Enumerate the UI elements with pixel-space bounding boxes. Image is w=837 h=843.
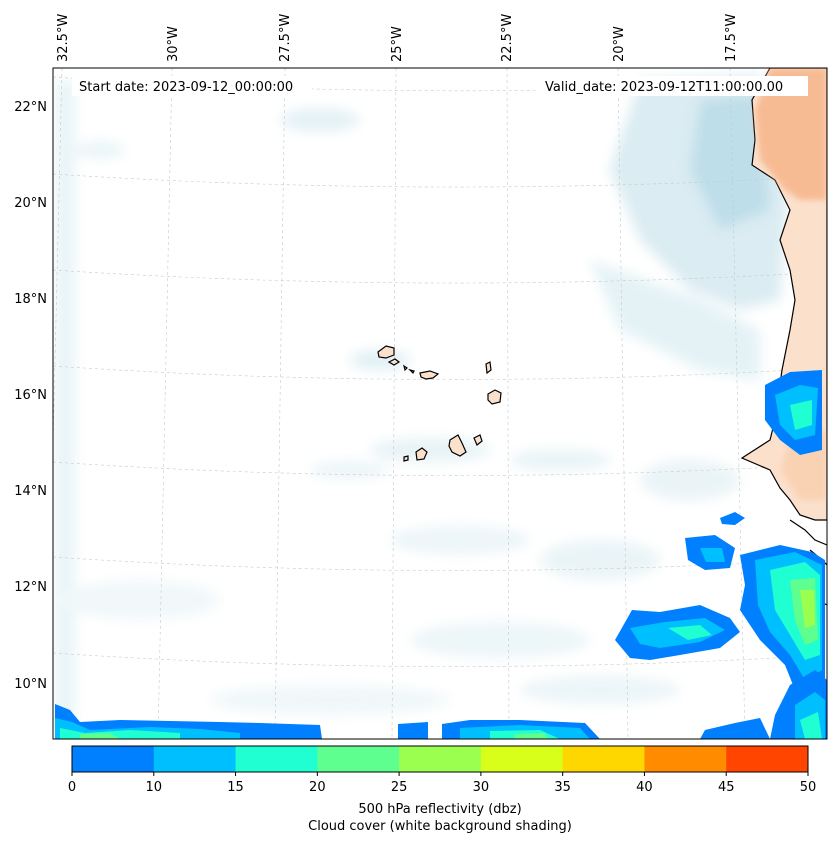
lon-label: 17.5°W <box>724 14 739 62</box>
valid-date-label: Valid_date: 2023-09-12T11:00:00.00 <box>545 80 783 95</box>
lat-label: 16°N <box>14 388 47 403</box>
colorbar-tick-label: 45 <box>718 780 735 795</box>
colorbar-segment <box>235 746 318 772</box>
colorbar-tick-label: 15 <box>227 780 244 795</box>
header-boxes: Start date: 2023-09-12_00:00:00 Valid_da… <box>72 76 808 96</box>
colorbar-label-line1: 500 hPa reflectivity (dbz) <box>358 802 521 817</box>
lon-label: 20°W <box>612 26 627 62</box>
lon-label: 22.5°W <box>500 14 515 62</box>
colorbar-segment <box>153 746 237 772</box>
lat-label: 18°N <box>14 292 47 307</box>
cape-verde-islands <box>377 345 502 462</box>
colorbar-segment <box>644 746 727 772</box>
colorbar-tick-label: 0 <box>68 780 76 795</box>
lon-label: 30°W <box>166 26 181 62</box>
lat-label: 20°N <box>14 196 47 211</box>
colorbar-label-line2: Cloud cover (white background shading) <box>308 819 572 834</box>
lat-label: 22°N <box>14 100 47 115</box>
colorbar-ticks: 0 10 15 20 25 30 35 40 45 50 <box>68 772 816 795</box>
longitude-labels: 32.5°W 30°W 27.5°W 25°W 22.5°W 20°W 17.5… <box>56 14 739 62</box>
colorbar-tick-label: 50 <box>800 780 817 795</box>
lon-label: 32.5°W <box>56 14 71 62</box>
colorbar-segment <box>317 746 400 772</box>
colorbar-tick-label: 25 <box>391 780 408 795</box>
colorbar-tick-label: 20 <box>309 780 326 795</box>
colorbar-tick-label: 40 <box>636 780 653 795</box>
lat-label: 14°N <box>14 484 47 499</box>
colorbar-segment <box>562 746 645 772</box>
colorbar-frame <box>71 745 809 773</box>
lat-label: 10°N <box>14 677 47 692</box>
colorbar-segment <box>480 746 564 772</box>
colorbar-segment <box>399 746 482 772</box>
cloud-cover-shading <box>55 75 790 720</box>
lat-label: 12°N <box>14 580 47 595</box>
reflectivity-echoes <box>55 370 827 739</box>
latitude-labels: 22°N 20°N 18°N 16°N 14°N 12°N 10°N <box>14 100 47 692</box>
colorbar-tick-label: 10 <box>146 780 163 795</box>
lon-label: 27.5°W <box>278 14 293 62</box>
lon-label: 25°W <box>390 26 405 62</box>
colorbar <box>71 745 809 773</box>
colorbar-tick-label: 35 <box>554 780 571 795</box>
map-panel: Start date: 2023-09-12_00:00:00 Valid_da… <box>53 68 827 739</box>
start-date-label: Start date: 2023-09-12_00:00:00 <box>79 80 293 95</box>
map-frame <box>52 67 828 740</box>
colorbar-segment <box>72 746 155 772</box>
colorbar-tick-label: 30 <box>473 780 490 795</box>
colorbar-segment <box>726 746 809 772</box>
